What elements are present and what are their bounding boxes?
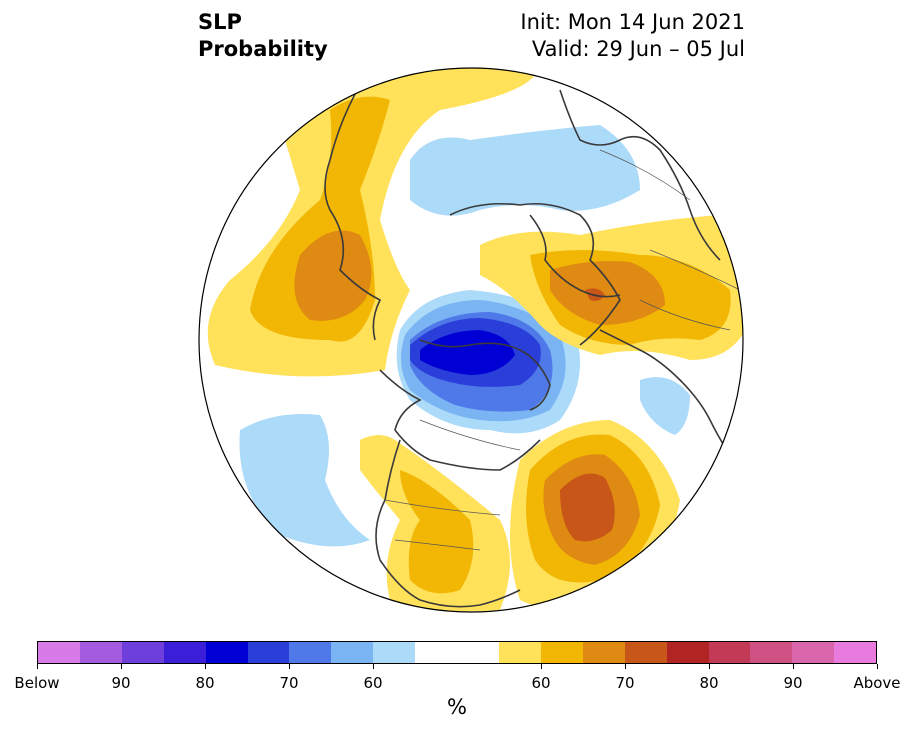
colorbar-tick-label: 80 xyxy=(195,674,215,692)
colorbar-cell xyxy=(792,642,835,663)
colorbar-tick xyxy=(205,664,206,669)
anomaly-alaska-above xyxy=(207,68,535,377)
colorbar xyxy=(37,641,877,664)
colorbar-cell xyxy=(666,642,709,663)
colorbar-cell xyxy=(582,642,625,663)
anomaly-namerica-above-core xyxy=(400,470,474,594)
colorbar-tick-label: 60 xyxy=(531,674,551,692)
map-boundary xyxy=(198,67,744,613)
colorbar-cell xyxy=(79,642,122,663)
polar-probability-map xyxy=(198,67,744,613)
colorbar-cell xyxy=(373,642,416,663)
colorbar-cell xyxy=(331,642,374,663)
political-borders xyxy=(384,149,741,551)
colorbar-tick xyxy=(373,664,374,669)
anomaly-pacific-below xyxy=(239,414,370,547)
colorbar-tick xyxy=(289,664,290,669)
anomaly-arctic-below xyxy=(396,290,580,434)
valid-range: Valid: 29 Jun – 05 Jul xyxy=(531,37,745,61)
colorbar-cell xyxy=(205,642,248,663)
colorbar-tick xyxy=(877,664,878,669)
anomaly-siberia-below xyxy=(410,125,640,216)
colorbar-unit: % xyxy=(447,695,467,719)
title-line-2: Probability xyxy=(198,37,328,61)
init-date: Init: Mon 14 Jun 2021 xyxy=(520,10,745,34)
colorbar-cell xyxy=(415,642,458,663)
colorbar-tick-label: 90 xyxy=(783,674,803,692)
colorbar-tick xyxy=(37,664,38,669)
colorbar-tick-label: 60 xyxy=(363,674,383,692)
colorbar-cell xyxy=(247,642,290,663)
colorbar-cell xyxy=(289,642,332,663)
colorbar-tick-label: 70 xyxy=(279,674,299,692)
colorbar-cell xyxy=(750,642,793,663)
colorbar-cell xyxy=(121,642,164,663)
colorbar-tick xyxy=(709,664,710,669)
colorbar-tick xyxy=(625,664,626,669)
colorbar-tick-label: 90 xyxy=(111,674,131,692)
colorbar-tick-label: Below xyxy=(14,674,60,692)
colorbar-cell xyxy=(498,642,541,663)
colorbar-cell xyxy=(708,642,751,663)
anomaly-europe-above xyxy=(480,215,743,360)
colorbar-tick xyxy=(541,664,542,669)
init-valid-info: Init: Mon 14 Jun 2021 Valid: 29 Jun – 05… xyxy=(520,9,745,63)
colorbar-tick-label: 70 xyxy=(615,674,635,692)
map-title: SLP Probability xyxy=(198,9,328,63)
colorbar-cell xyxy=(540,642,583,663)
colorbar-tick-label: 80 xyxy=(699,674,719,692)
coastlines xyxy=(324,84,736,608)
title-line-1: SLP xyxy=(198,10,242,34)
colorbar-tick-label: Above xyxy=(853,674,901,692)
colorbar-cell xyxy=(163,642,206,663)
colorbar-cell xyxy=(834,642,877,663)
anomaly-atlantic-below xyxy=(640,377,690,435)
probability-fields xyxy=(207,68,743,612)
colorbar-tick xyxy=(121,664,122,669)
colorbar-cell xyxy=(624,642,667,663)
colorbar-cell xyxy=(38,642,80,663)
colorbar-tick xyxy=(793,664,794,669)
colorbar-cell xyxy=(457,642,499,663)
